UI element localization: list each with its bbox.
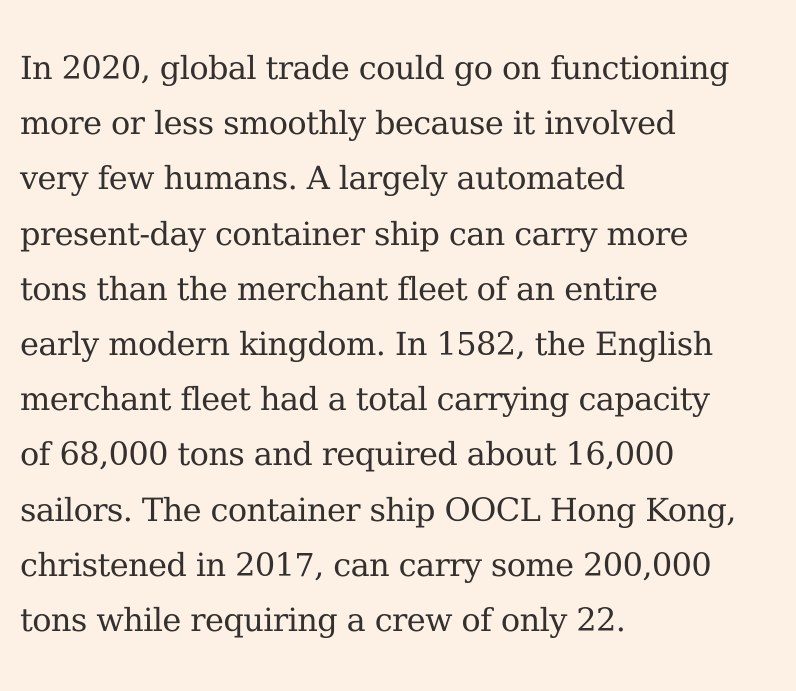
paragraph-line: of 68,000 tons and required about 16,000 <box>20 435 675 474</box>
paragraph-line: christened in 2017, can carry some 200,0… <box>20 545 712 584</box>
paragraph-line: present-day container ship can carry mor… <box>20 214 689 253</box>
paragraph-line: tons than the merchant fleet of an entir… <box>20 269 658 308</box>
article-paragraph: In 2020, global trade could go on functi… <box>20 41 776 648</box>
paragraph-line: early modern kingdom. In 1582, the Engli… <box>20 325 713 364</box>
paragraph-line: very few humans. A largely automated <box>20 159 625 198</box>
paragraph-line: merchant fleet had a total carrying capa… <box>20 380 710 419</box>
paragraph-line: In 2020, global trade could go on functi… <box>20 49 730 87</box>
paragraph-line: more or less smoothly because it involve… <box>20 104 676 143</box>
paragraph-line: tons while requiring a crew of only 22. <box>20 601 626 640</box>
paragraph-line: sailors. The container ship OOCL Hong Ko… <box>20 490 736 529</box>
